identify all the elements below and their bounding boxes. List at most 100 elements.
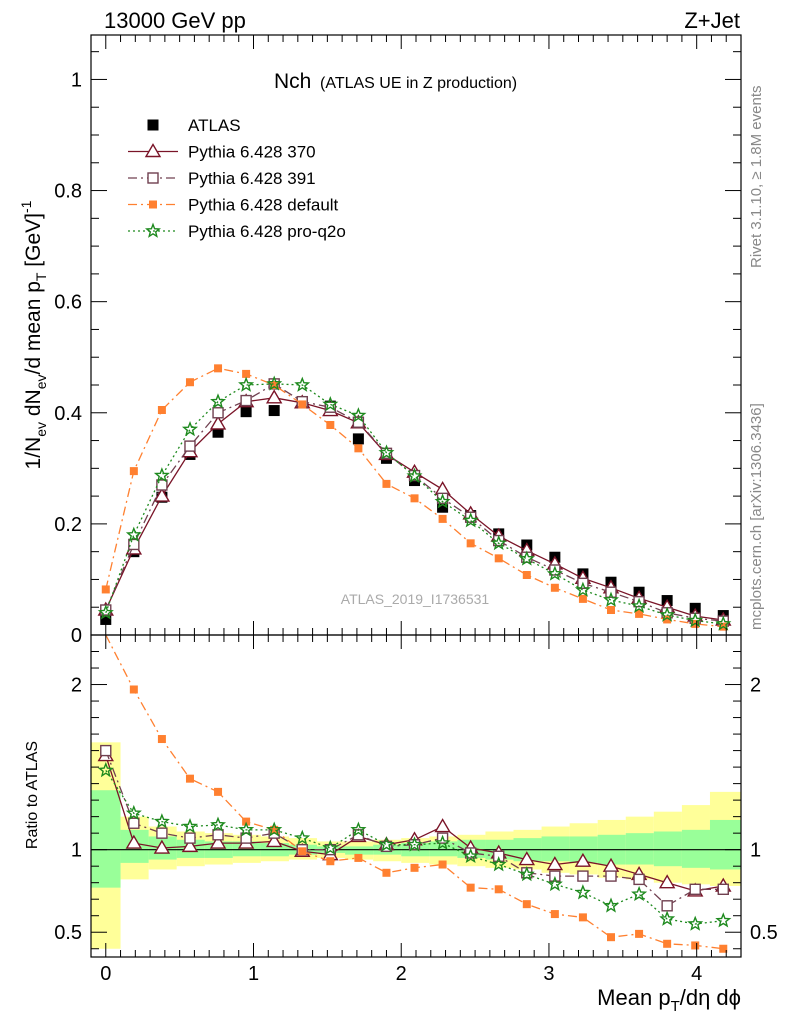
ratio-y-tick-label: 0.5	[750, 922, 778, 944]
main-title: Nch	[274, 70, 311, 93]
data-point-ratio-2	[438, 860, 447, 869]
analysis-watermark: ATLAS_2019_I1736531	[341, 591, 490, 607]
data-point-ratio-0	[518, 851, 536, 866]
data-point-main-4	[406, 467, 423, 484]
data-point-main-4	[574, 581, 591, 597]
band-segment	[541, 836, 570, 862]
legend-marker	[147, 119, 159, 131]
data-point-main-4	[266, 375, 283, 391]
data-point-main-0	[212, 426, 224, 438]
main-axes: 0 0.2 0.4 0.6 0.8 1	[54, 35, 741, 647]
data-point-ratio-1	[128, 817, 140, 829]
data-point-main-3	[101, 585, 110, 594]
data-point-ratio-0	[125, 834, 143, 849]
data-point-main-2	[156, 479, 168, 491]
data-point-main-4	[546, 565, 563, 581]
y-tick-label: 0.8	[54, 181, 82, 203]
data-point-ratio-2	[550, 910, 559, 919]
data-point-main-0	[100, 613, 112, 625]
legend-marker	[147, 172, 159, 184]
data-point-ratio-2	[298, 847, 307, 856]
data-point-ratio-0	[434, 818, 451, 833]
data-point-main-3	[550, 583, 559, 592]
data-point-ratio-1	[717, 883, 729, 895]
data-point-ratio-0	[181, 837, 199, 853]
data-point-main-4	[378, 444, 395, 460]
data-point-ratio-2	[382, 868, 391, 877]
data-point-main-0	[437, 501, 449, 513]
data-point-main-3	[129, 467, 138, 476]
data-point-ratio-1	[324, 843, 337, 856]
data-point-ratio-1	[156, 827, 168, 839]
data-point-ratio-3	[181, 818, 199, 834]
band-segment	[91, 790, 121, 888]
data-point-main-0	[268, 405, 280, 417]
data-point-ratio-3	[518, 865, 535, 882]
data-point-main-0	[240, 406, 252, 418]
data-point-main-3	[382, 479, 391, 488]
data-point-main-3	[298, 400, 307, 409]
data-point-ratio-1	[689, 883, 701, 895]
data-point-ratio-2	[607, 933, 615, 942]
data-point-ratio-0	[265, 833, 283, 848]
data-point-main-4	[97, 604, 114, 620]
data-point-main-2	[184, 440, 196, 452]
data-point-ratio-3	[490, 856, 507, 872]
data-point-ratio-3	[602, 897, 620, 913]
data-point-ratio-1	[605, 870, 617, 882]
data-point-ratio-3	[659, 910, 676, 926]
data-point-ratio-3	[687, 915, 704, 931]
legend-entry: Pythia 6.428 pro-q2o	[128, 222, 346, 241]
data-point-main-3	[157, 406, 166, 414]
legend-label: Pythia 6.428 391	[188, 169, 316, 188]
legend-marker	[144, 143, 162, 158]
series-ratio-3	[97, 761, 732, 931]
data-point-ratio-3	[434, 834, 451, 850]
data-point-main-4	[687, 612, 704, 628]
y-tick-label: 0.6	[54, 292, 82, 314]
data-point-main-3	[522, 571, 531, 579]
data-point-main-3	[438, 514, 447, 523]
data-point-main-4	[350, 407, 367, 423]
legend-entry: Pythia 6.428 391	[128, 169, 316, 188]
data-point-main-4	[518, 550, 535, 566]
data-point-ratio-1	[633, 873, 645, 886]
x-tick-label: 4	[691, 963, 702, 985]
data-point-main-4	[322, 395, 339, 412]
main-y-axis-label: 1/Nev dNev/d mean pT [GeV]-1	[18, 200, 49, 469]
main-panel: 0 0.2 0.4 0.6 0.8 1 Nch (ATLAS UE in Z produc…	[18, 34, 742, 647]
data-point-ratio-3	[406, 836, 423, 852]
data-point-main-2	[549, 564, 561, 576]
data-point-ratio-1	[184, 832, 196, 844]
data-point-main-2	[436, 492, 449, 505]
data-point-ratio-3	[546, 875, 563, 892]
ratio-panel: 0 1 2 3 4 0.5 0.5 1 1 2 2 Ratio to ATLAS	[24, 634, 778, 985]
data-point-main-3	[663, 615, 672, 624]
data-point-main-2	[212, 407, 224, 419]
data-point-main-3	[494, 554, 503, 563]
band-segment	[429, 841, 458, 857]
data-point-ratio-3	[631, 885, 648, 902]
series-ratio-2	[105, 634, 728, 953]
series-main-3	[101, 364, 728, 631]
data-point-ratio-2	[129, 685, 138, 694]
data-point-main-3	[466, 539, 475, 548]
data-point-main-4	[462, 512, 479, 528]
series-line-main-2	[105, 383, 724, 622]
series-line-ratio-1	[105, 750, 724, 907]
data-point-main-4	[602, 591, 620, 607]
data-point-main-4	[490, 534, 507, 551]
data-point-ratio-2	[185, 774, 194, 783]
data-point-ratio-3	[238, 821, 255, 837]
data-point-main-1	[265, 389, 283, 404]
ratio-y-tick-label: 1	[750, 840, 761, 862]
band-segment	[345, 846, 374, 855]
data-point-ratio-0	[153, 839, 171, 854]
band-segment	[681, 829, 710, 868]
ratio-y-axis-label: Ratio to ATLAS	[24, 741, 41, 849]
data-point-ratio-2	[522, 900, 531, 909]
data-point-main-3	[354, 444, 363, 453]
data-point-main-2	[240, 394, 252, 407]
data-point-main-3	[326, 421, 335, 429]
data-point-main-4	[181, 420, 199, 437]
